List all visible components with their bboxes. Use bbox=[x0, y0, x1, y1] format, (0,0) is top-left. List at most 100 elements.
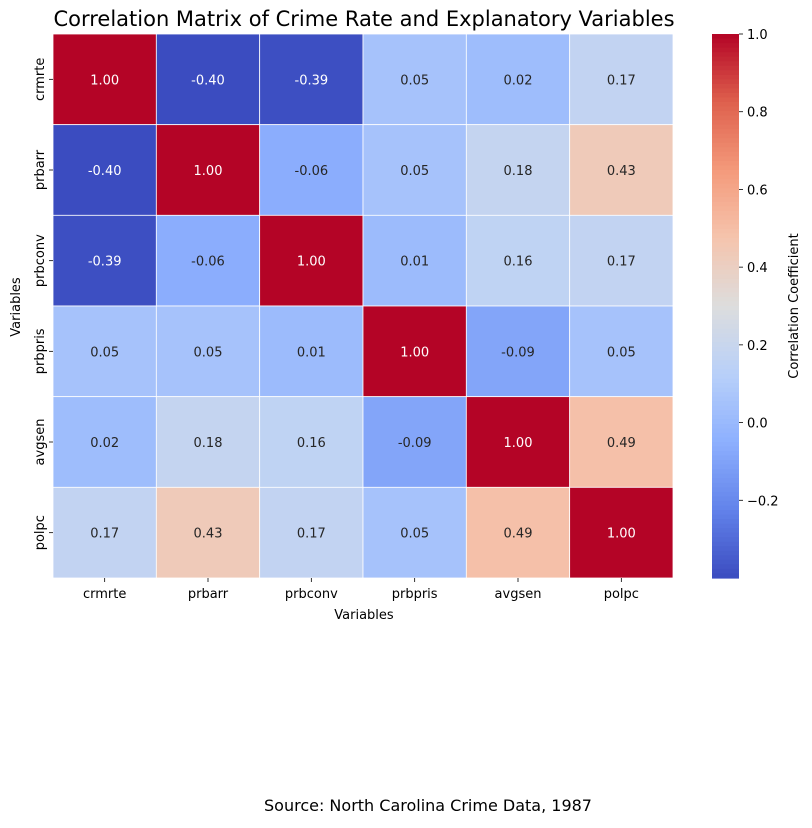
colorbar-segment bbox=[712, 142, 739, 148]
colorbar-tick-label: 0.4 bbox=[747, 261, 768, 276]
heatmap-cell-prbconv-prbpris bbox=[362, 214, 467, 307]
cell-value-label: 0.43 bbox=[607, 164, 636, 179]
colorbar-segment bbox=[712, 401, 739, 407]
colorbar-segment bbox=[712, 251, 739, 257]
source-annotation: Source: North Carolina Crime Data, 1987 bbox=[264, 796, 592, 815]
heatmap-cell-polpc-polpc bbox=[569, 486, 674, 579]
colorbar-segment bbox=[712, 342, 739, 348]
colorbar-segment bbox=[712, 564, 739, 570]
colorbar-segment bbox=[712, 360, 739, 366]
heatmap-cell-prbarr-prbarr bbox=[155, 124, 261, 216]
colorbar-segment bbox=[712, 337, 739, 343]
cell-value-label: 0.17 bbox=[607, 255, 636, 270]
colorbar-segment bbox=[712, 315, 739, 321]
colorbar-segment bbox=[712, 296, 739, 303]
colorbar: −0.2 0.0 0.2 0.4 0.6 0.8 1.0 bbox=[712, 28, 779, 579]
colorbar-segment bbox=[712, 437, 739, 443]
colorbar-segment bbox=[712, 151, 739, 157]
colorbar-segment bbox=[712, 568, 739, 575]
colorbar-segment bbox=[712, 147, 739, 153]
heatmap-cell-polpc-crmrte bbox=[52, 486, 157, 579]
colorbar-segment bbox=[712, 455, 739, 461]
colorbar-segment bbox=[712, 355, 739, 361]
x-axis-label: Variables bbox=[334, 608, 394, 623]
cell-value-label: -0.09 bbox=[501, 345, 535, 360]
colorbar-segment bbox=[712, 79, 739, 85]
colorbar-tick-label: 0.8 bbox=[747, 106, 768, 121]
cell-value-label: 0.05 bbox=[607, 345, 636, 360]
colorbar-segment bbox=[712, 559, 739, 565]
colorbar-segment bbox=[712, 346, 739, 352]
cell-value-label: 0.17 bbox=[90, 527, 119, 542]
colorbar-segment bbox=[712, 432, 739, 439]
colorbar-segment bbox=[712, 555, 739, 561]
y-tick-label-crmrte: crmrte bbox=[33, 58, 48, 101]
y-tick-label-prbarr: prbarr bbox=[33, 149, 48, 190]
colorbar-segment bbox=[712, 369, 739, 375]
colorbar-segment bbox=[712, 47, 739, 53]
colorbar-segment bbox=[712, 120, 739, 126]
colorbar-segment bbox=[712, 550, 739, 556]
colorbar-segment bbox=[712, 188, 739, 194]
colorbar-segment bbox=[712, 138, 739, 144]
cell-value-label: 0.05 bbox=[194, 345, 223, 360]
heatmap-cell-avgsen-polpc bbox=[569, 396, 674, 488]
colorbar-segment bbox=[712, 197, 739, 203]
y-tick-label-polpc: polpc bbox=[33, 515, 48, 550]
colorbar-segment bbox=[712, 224, 739, 230]
colorbar-segment bbox=[712, 219, 739, 225]
heatmap-cell-crmrte-prbconv bbox=[259, 33, 364, 126]
heatmap-cell-avgsen-prbpris bbox=[362, 396, 467, 488]
heatmap-cell-prbconv-crmrte bbox=[52, 214, 157, 307]
colorbar-segment bbox=[712, 174, 739, 180]
colorbar-segment bbox=[712, 260, 739, 266]
colorbar-segment bbox=[712, 83, 739, 89]
colorbar-segment bbox=[712, 206, 739, 212]
cell-value-label: 0.01 bbox=[400, 255, 429, 270]
colorbar-segment bbox=[712, 111, 739, 117]
colorbar-segment bbox=[712, 65, 739, 71]
cell-value-label: -0.39 bbox=[295, 73, 329, 88]
colorbar-segment bbox=[712, 328, 739, 334]
colorbar-segment bbox=[712, 514, 739, 520]
colorbar-tick-label: 0.2 bbox=[747, 339, 768, 354]
colorbar-segment bbox=[712, 310, 739, 316]
heatmap-cell-prbpris-prbpris bbox=[362, 305, 467, 398]
cell-value-label: 0.18 bbox=[504, 164, 533, 179]
colorbar-segment bbox=[712, 210, 739, 216]
cell-value-label: 0.05 bbox=[400, 527, 429, 542]
colorbar-segment bbox=[712, 283, 739, 289]
colorbar-segment bbox=[712, 115, 739, 121]
cell-value-label: 0.05 bbox=[400, 73, 429, 88]
cell-value-label: 1.00 bbox=[607, 527, 636, 542]
cell-value-label: 1.00 bbox=[90, 73, 119, 88]
colorbar-segment bbox=[712, 306, 739, 312]
colorbar-segment bbox=[712, 74, 739, 80]
colorbar-segment bbox=[712, 92, 739, 99]
colorbar-segment bbox=[712, 333, 739, 339]
colorbar-segment bbox=[712, 460, 739, 466]
colorbar-segment bbox=[712, 160, 739, 167]
colorbar-segment bbox=[712, 419, 739, 425]
colorbar-segment bbox=[712, 392, 739, 398]
colorbar-segment bbox=[712, 351, 739, 357]
colorbar-segment bbox=[712, 242, 739, 248]
colorbar-segment bbox=[712, 378, 739, 384]
colorbar-segment bbox=[712, 215, 739, 221]
colorbar-segment bbox=[712, 233, 739, 239]
colorbar-segment bbox=[712, 528, 739, 534]
heatmap-cell-polpc-avgsen bbox=[465, 486, 571, 579]
colorbar-segment bbox=[712, 487, 739, 493]
colorbar-segment bbox=[712, 292, 739, 298]
x-tick-label-prbpris: prbpris bbox=[392, 587, 438, 602]
colorbar-segment bbox=[712, 573, 739, 579]
cell-value-label: 0.18 bbox=[194, 436, 223, 451]
colorbar-segment bbox=[712, 510, 739, 516]
heatmap-cell-prbconv-prbarr bbox=[155, 214, 261, 307]
colorbar-segment bbox=[712, 247, 739, 253]
colorbar-tick-label: 1.0 bbox=[747, 28, 768, 43]
colorbar-segment bbox=[712, 228, 739, 235]
colorbar-tick-label: 0.6 bbox=[747, 183, 768, 198]
colorbar-segment bbox=[712, 201, 739, 207]
colorbar-segment bbox=[712, 238, 739, 244]
